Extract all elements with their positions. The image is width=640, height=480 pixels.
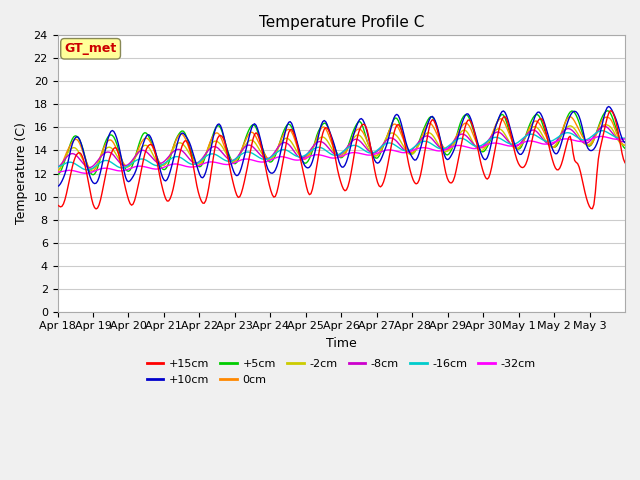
X-axis label: Time: Time: [326, 337, 356, 350]
Title: Temperature Profile C: Temperature Profile C: [259, 15, 424, 30]
Legend: +15cm, +10cm, +5cm, 0cm, -2cm, -8cm, -16cm, -32cm: +15cm, +10cm, +5cm, 0cm, -2cm, -8cm, -16…: [142, 355, 540, 389]
Y-axis label: Temperature (C): Temperature (C): [15, 122, 28, 225]
Text: GT_met: GT_met: [65, 42, 116, 55]
